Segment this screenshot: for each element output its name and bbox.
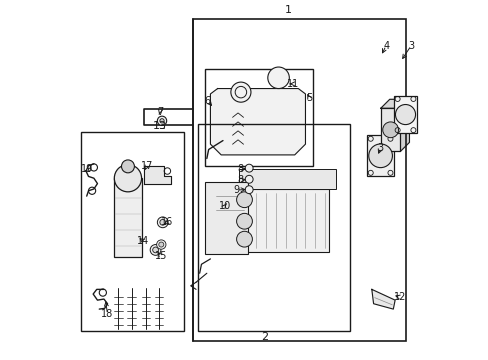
Bar: [394, 96, 416, 134]
Circle shape: [244, 175, 253, 183]
Text: 3: 3: [377, 143, 383, 153]
Circle shape: [368, 144, 392, 168]
Circle shape: [150, 244, 161, 255]
Text: 14: 14: [137, 236, 149, 246]
Bar: [366, 135, 393, 176]
Text: 2: 2: [260, 332, 267, 342]
Text: 16: 16: [161, 217, 173, 227]
Text: 10: 10: [218, 201, 230, 211]
Circle shape: [156, 240, 165, 249]
Text: 11: 11: [286, 79, 299, 89]
Text: 7: 7: [157, 107, 163, 117]
Polygon shape: [144, 166, 171, 184]
Bar: [114, 178, 142, 257]
Bar: [239, 169, 335, 189]
Circle shape: [157, 116, 166, 126]
Text: 18: 18: [101, 310, 113, 319]
Circle shape: [121, 160, 134, 173]
Polygon shape: [400, 99, 408, 151]
Text: 8: 8: [237, 164, 244, 174]
Polygon shape: [380, 99, 408, 108]
Text: 6: 6: [204, 96, 210, 106]
Bar: [204, 69, 312, 166]
Bar: [242, 189, 328, 252]
Circle shape: [159, 242, 163, 247]
Circle shape: [244, 164, 253, 172]
Circle shape: [230, 82, 250, 102]
Bar: [192, 19, 405, 341]
Bar: [198, 125, 349, 330]
Circle shape: [382, 122, 398, 138]
Bar: [204, 182, 247, 253]
Circle shape: [244, 186, 253, 194]
Text: 5: 5: [305, 93, 311, 103]
Text: 8: 8: [237, 175, 244, 185]
Circle shape: [157, 217, 168, 228]
Circle shape: [160, 220, 165, 225]
Circle shape: [160, 119, 164, 123]
Bar: [81, 132, 183, 330]
Polygon shape: [210, 89, 305, 155]
Polygon shape: [371, 289, 394, 309]
Circle shape: [236, 192, 252, 208]
Text: 12: 12: [393, 292, 406, 302]
Circle shape: [236, 213, 252, 229]
Text: 4: 4: [382, 41, 388, 50]
Text: 1: 1: [284, 5, 291, 15]
Bar: [380, 108, 400, 151]
Text: 3: 3: [407, 41, 413, 50]
Text: 9: 9: [233, 185, 239, 195]
Circle shape: [267, 67, 289, 89]
Circle shape: [114, 165, 142, 192]
Circle shape: [236, 231, 252, 247]
Text: 19: 19: [81, 164, 93, 174]
Text: 13: 13: [152, 121, 166, 131]
Text: 17: 17: [141, 161, 153, 171]
Circle shape: [395, 104, 415, 125]
Circle shape: [152, 247, 158, 253]
Text: 15: 15: [155, 251, 167, 261]
